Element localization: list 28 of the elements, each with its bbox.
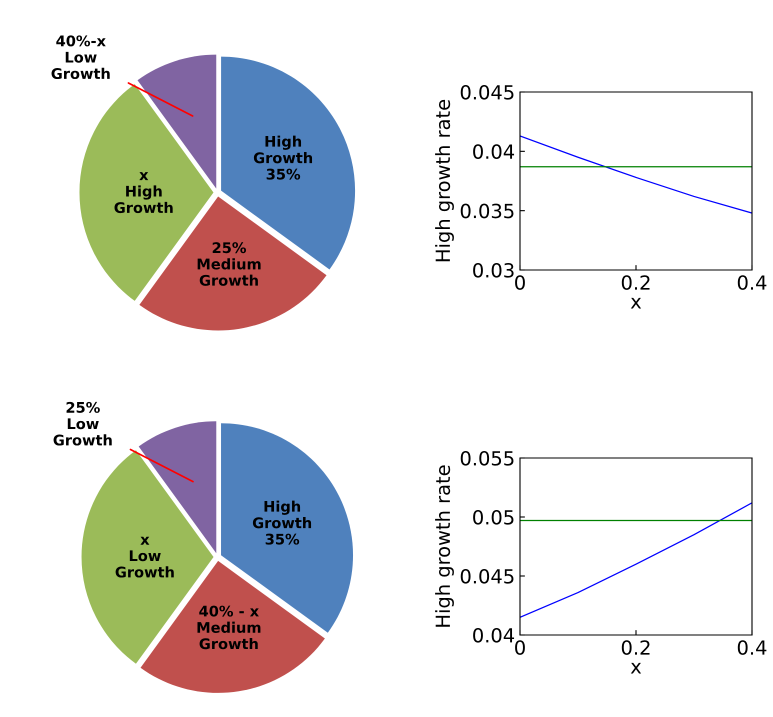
slice-label: High Growth 35% bbox=[252, 500, 312, 545]
x-axis-title: x bbox=[630, 662, 642, 674]
y-tick-label: 0.05 bbox=[473, 510, 514, 525]
x-axis-title: x bbox=[630, 298, 642, 308]
x-tick-label: 0 bbox=[515, 275, 525, 290]
y-tick-label: 0.045 bbox=[460, 84, 514, 100]
slice-label: x Low Growth bbox=[116, 536, 174, 578]
x-tick-label: 0.4 bbox=[738, 275, 766, 290]
y-tick-label: 0.04 bbox=[473, 144, 514, 159]
x-tick-label: 0.2 bbox=[622, 640, 650, 655]
y-tick-label: 0.035 bbox=[460, 204, 514, 218]
slice-label: 25% Medium Growth bbox=[198, 242, 261, 286]
line-series bbox=[520, 502, 752, 618]
x-tick-label: 0.4 bbox=[738, 640, 766, 655]
slice-label: High Growth 35% bbox=[254, 136, 312, 180]
slice-label: 40%-x Low Growth bbox=[52, 35, 110, 80]
y-axis-title: High growth rate bbox=[435, 465, 454, 627]
y-tick-label: 0.055 bbox=[460, 450, 514, 466]
slice-label: 25% Low Growth bbox=[54, 402, 112, 446]
slice-label: 40% - x Medium Growth bbox=[197, 606, 260, 650]
y-tick-label: 0.045 bbox=[460, 568, 514, 584]
line-series bbox=[520, 135, 752, 214]
y-tick-label: 0.03 bbox=[473, 262, 514, 278]
x-tick-label: 0 bbox=[515, 640, 525, 655]
y-axis-title: High growth rate bbox=[435, 100, 454, 262]
slice-label: x High Growth bbox=[114, 172, 173, 214]
y-tick-label: 0.04 bbox=[473, 628, 514, 643]
x-tick-label: 0.2 bbox=[622, 275, 650, 290]
